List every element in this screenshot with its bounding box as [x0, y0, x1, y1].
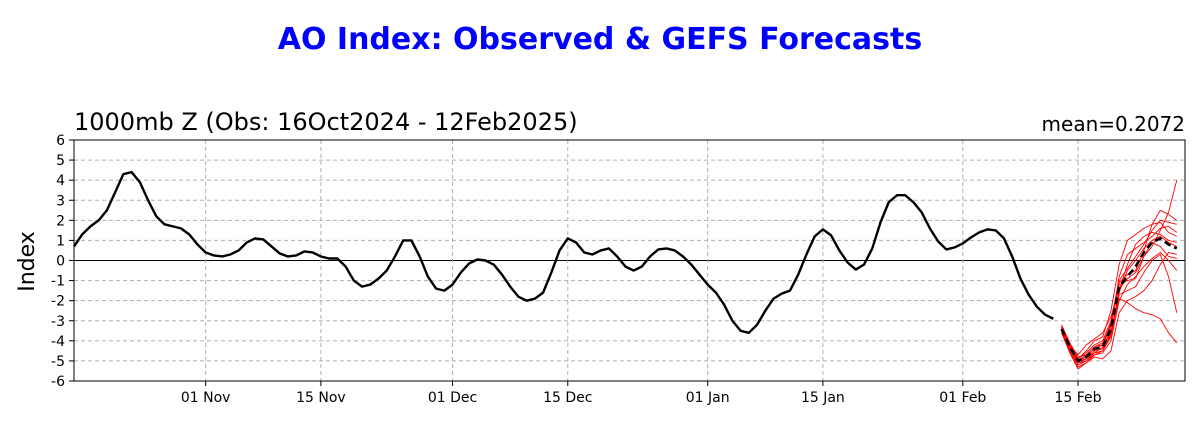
plot-frame	[73, 139, 1186, 382]
ensemble-member-line	[1061, 252, 1178, 366]
ensemble-members	[1061, 180, 1178, 370]
series-lines	[73, 170, 1178, 363]
y-tick-label: -3	[51, 314, 65, 330]
y-tick-label: 6	[56, 133, 65, 149]
y-tick-label: 4	[56, 173, 65, 189]
y-tick-label: 3	[56, 193, 65, 209]
y-tick-label: -4	[51, 334, 65, 350]
x-tick-label: 15 Feb	[1054, 390, 1101, 406]
ensemble-member-line	[1061, 221, 1177, 360]
observed-line	[73, 170, 1054, 334]
y-tick-label: -2	[51, 294, 65, 310]
ensemble-member-line	[1061, 231, 1177, 364]
ensemble-member-line	[1061, 219, 1177, 360]
x-tick-label: 15 Nov	[296, 390, 346, 406]
ensemble-member-line	[1061, 180, 1178, 356]
ensemble-mean-line	[1060, 237, 1178, 363]
chart-subtitle: 1000mb Z (Obs: 16Oct2024 - 12Feb2025)	[74, 108, 578, 136]
x-tick-label: 01 Jan	[686, 390, 730, 406]
y-axis-label: Index	[15, 231, 40, 292]
x-tick-label: 01 Feb	[939, 390, 986, 406]
y-tick-label: 1	[56, 233, 65, 249]
y-tick-label: 2	[56, 213, 65, 229]
y-tick-label: -5	[51, 354, 65, 370]
x-tick-label: 15 Dec	[543, 390, 592, 406]
y-tick-label: 0	[56, 254, 65, 270]
y-tick-label: 5	[56, 153, 65, 169]
x-tick-label: 01 Nov	[181, 390, 231, 406]
ensemble-member-line	[1061, 298, 1178, 364]
x-tick-label: 15 Jan	[801, 390, 845, 406]
y-tick-label: -6	[51, 374, 65, 390]
y-tick-label: -1	[51, 274, 65, 290]
ensemble-member-line	[1061, 254, 1178, 362]
chart-title: AO Index: Observed & GEFS Forecasts	[277, 22, 923, 57]
x-tick-label: 01 Dec	[428, 390, 477, 406]
mean-value-label: mean=0.2072	[1041, 112, 1185, 136]
axes: -6 -5 -4 -3 -2 -1 0 1 2 3 4 5 6 01 Nov 15 Nov 01 Dec 15 …	[51, 133, 1102, 406]
grid-lines	[74, 140, 1185, 381]
ensemble-member-line	[1061, 252, 1177, 370]
